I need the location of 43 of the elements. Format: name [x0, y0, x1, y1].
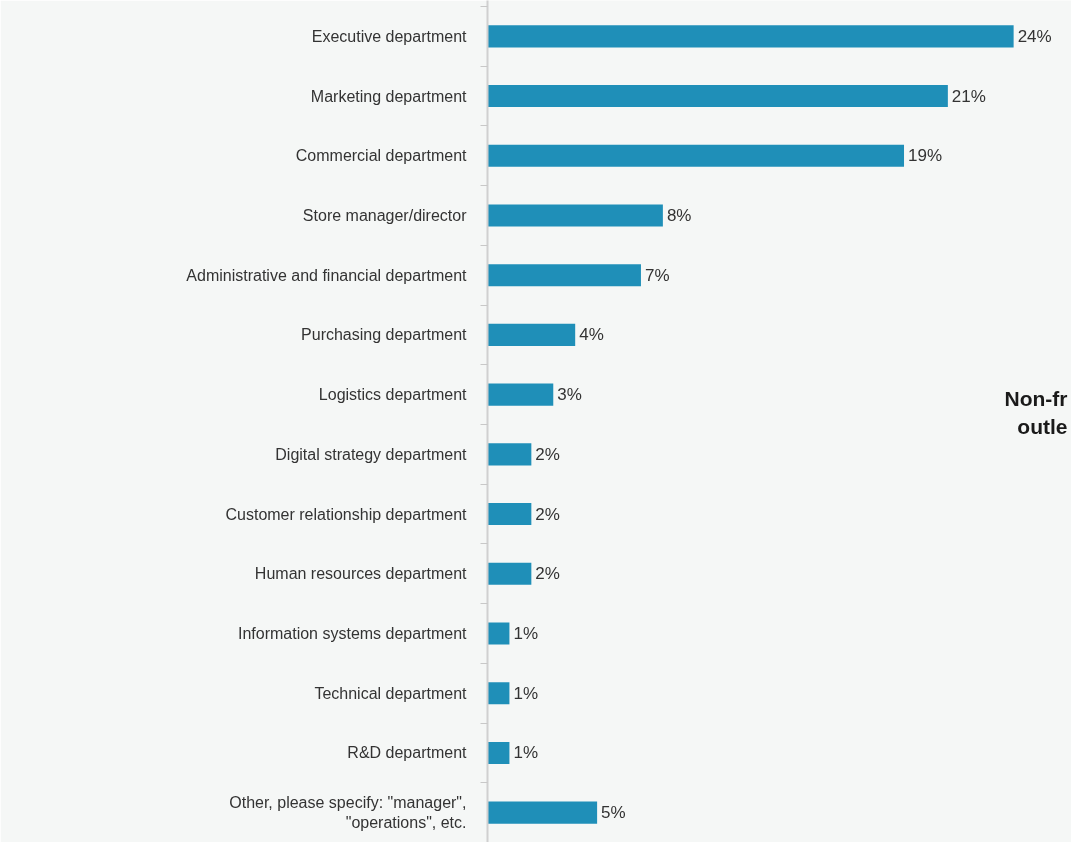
bar — [487, 144, 905, 167]
y-tick-label: Marketing department — [310, 87, 468, 105]
y-tick-label: Digital strategy department — [275, 445, 468, 463]
bar — [487, 562, 532, 585]
bar — [487, 323, 576, 346]
y-tick-label: R&D department — [347, 744, 468, 762]
y-tick-label: Information systems department — [237, 624, 468, 642]
bar — [487, 85, 948, 108]
data-label: 4% — [579, 325, 604, 345]
data-label: 19% — [908, 146, 943, 166]
y-tick-label: Commercial department — [295, 147, 468, 165]
y-tick-label: Customer relationship department — [225, 505, 468, 523]
data-label: 8% — [666, 205, 692, 225]
bar — [487, 622, 510, 645]
bar — [487, 801, 598, 824]
y-tick-label: Logistics department — [318, 386, 468, 404]
data-label: 21% — [951, 86, 986, 106]
y-tick-label: Technical department — [314, 684, 468, 702]
data-label: 2% — [535, 564, 560, 584]
data-label: 2% — [535, 444, 560, 464]
data-label: 3% — [557, 385, 582, 405]
bar — [487, 682, 510, 705]
y-tick-label: Human resources department — [254, 565, 468, 583]
y-tick-label: Purchasing department — [301, 326, 468, 344]
data-label: 1% — [513, 683, 538, 703]
data-label: 1% — [513, 743, 538, 763]
data-label: 1% — [513, 623, 538, 643]
data-label: 2% — [535, 504, 560, 524]
data-label: 24% — [1017, 26, 1052, 46]
y-tick-label: Other, please specify: "manager", "operations", etc. — [229, 793, 467, 832]
bar — [487, 443, 532, 466]
y-tick-label: Store manager/director — [302, 206, 468, 224]
data-label: 5% — [601, 803, 626, 823]
annotation: Non-fr outle — [1004, 387, 1068, 438]
bar — [487, 204, 663, 227]
data-label: 7% — [644, 265, 670, 285]
bar — [487, 25, 1014, 48]
y-tick-label: Administrative and financial department — [186, 266, 468, 284]
bar — [487, 503, 532, 526]
y-tick-label: Executive department — [311, 27, 468, 45]
bar — [487, 383, 554, 406]
bar — [487, 741, 510, 764]
bar — [487, 264, 641, 287]
